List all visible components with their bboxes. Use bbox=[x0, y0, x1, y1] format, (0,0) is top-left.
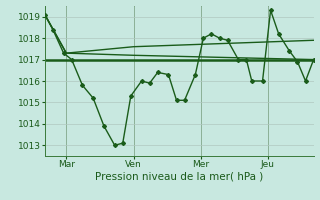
X-axis label: Pression niveau de la mer( hPa ): Pression niveau de la mer( hPa ) bbox=[95, 172, 263, 182]
